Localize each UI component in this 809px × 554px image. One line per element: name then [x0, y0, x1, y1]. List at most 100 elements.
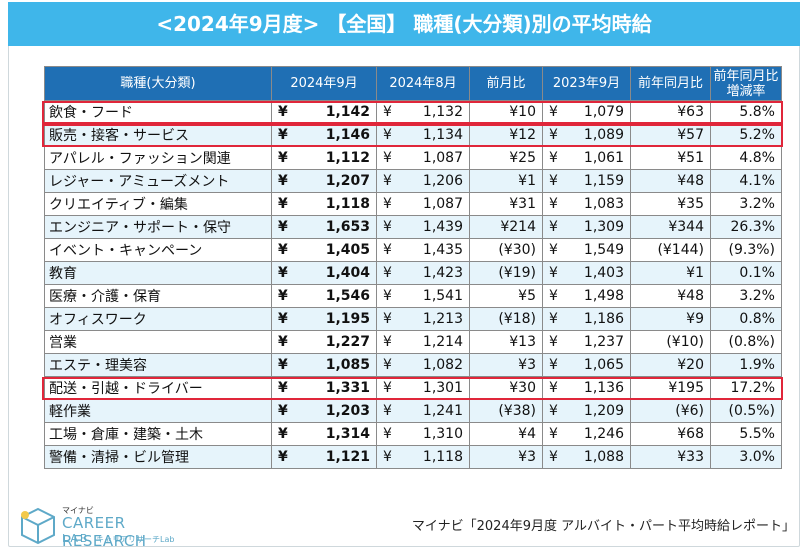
mom-cell: ¥12 — [469, 123, 543, 147]
yoy-cell: ¥33 — [630, 445, 711, 469]
yen-symbol: ¥ — [278, 449, 288, 465]
yen-symbol: ¥ — [549, 265, 558, 281]
yoy-cell: ¥48 — [630, 169, 711, 193]
mom-cell: ¥4 — [469, 422, 543, 446]
sep2024-cell-value: 1,546 — [325, 288, 370, 304]
category-cell: 医療・介護・保育 — [44, 284, 272, 308]
sep2023-cell-value: 1,089 — [583, 127, 624, 143]
sep2023-cell: ¥1,079 — [542, 100, 631, 124]
sep2024-cell: ¥1,195 — [271, 307, 377, 331]
aug2024-cell-value: 1,301 — [422, 380, 463, 396]
yen-symbol: ¥ — [383, 173, 392, 189]
career-research-lab-logo: マイナビ CAREER RESEARCH LAB キャリアリサーチLab — [16, 505, 206, 550]
yoy-rate-cell: (9.3%) — [710, 238, 782, 262]
aug2024-cell-value: 1,439 — [422, 219, 463, 235]
sep2024-cell-value: 1,112 — [325, 150, 370, 166]
category-cell: 飲食・フード — [44, 100, 272, 124]
yen-symbol: ¥ — [278, 104, 288, 120]
yen-symbol: ¥ — [278, 127, 288, 143]
sep2024-cell-value: 1,314 — [325, 426, 370, 442]
yoy-cell: ¥63 — [630, 100, 711, 124]
mom-cell: ¥1 — [469, 169, 543, 193]
category-cell: エンジニア・サポート・保守 — [44, 215, 272, 239]
yen-symbol: ¥ — [383, 311, 392, 327]
table-row: 教育 ¥1,404 ¥1,423 (¥19) ¥1,403 ¥1 0.1% — [44, 261, 782, 285]
category-cell: 軽作業 — [44, 399, 272, 423]
sep2024-cell: ¥1,653 — [271, 215, 377, 239]
yen-symbol: ¥ — [549, 288, 558, 304]
yen-symbol: ¥ — [549, 150, 558, 166]
yen-symbol: ¥ — [278, 265, 288, 281]
mom-cell: ¥5 — [469, 284, 543, 308]
yoy-rate-cell: 0.8% — [710, 307, 782, 331]
sep2023-cell: ¥1,237 — [542, 330, 631, 354]
aug2024-cell-value: 1,541 — [422, 288, 463, 304]
table-row: エンジニア・サポート・保守 ¥1,653 ¥1,439 ¥214 ¥1,309 ¥344 2… — [44, 215, 782, 239]
yoy-cell: (¥144) — [630, 238, 711, 262]
yen-symbol: ¥ — [549, 219, 558, 235]
aug2024-cell-value: 1,082 — [422, 357, 463, 373]
aug2024-cell-value: 1,423 — [422, 265, 463, 281]
aug2024-cell: ¥1,134 — [376, 123, 470, 147]
aug2024-cell-value: 1,118 — [422, 449, 463, 465]
aug2024-cell: ¥1,435 — [376, 238, 470, 262]
sep2023-cell-value: 1,498 — [583, 288, 624, 304]
yen-symbol: ¥ — [278, 219, 288, 235]
yoy-cell: ¥35 — [630, 192, 711, 216]
table-header-row: 職種(大分類) 2024年9月 2024年8月 前月比 2023年9月 前年同月… — [44, 66, 782, 101]
header-mom: 前月比 — [469, 66, 543, 101]
sep2023-cell-value: 1,186 — [583, 311, 624, 327]
yoy-rate-cell: 3.2% — [710, 192, 782, 216]
category-cell: 販売・接客・サービス — [44, 123, 272, 147]
mom-cell: ¥25 — [469, 146, 543, 170]
sep2023-cell: ¥1,498 — [542, 284, 631, 308]
sep2023-cell-value: 1,237 — [583, 334, 624, 350]
yen-symbol: ¥ — [549, 127, 558, 143]
yoy-rate-cell: 5.5% — [710, 422, 782, 446]
sep2024-cell-value: 1,203 — [325, 403, 370, 419]
sep2024-cell: ¥1,118 — [271, 192, 377, 216]
mom-cell: ¥10 — [469, 100, 543, 124]
yen-symbol: ¥ — [278, 357, 288, 373]
sep2023-cell: ¥1,088 — [542, 445, 631, 469]
sep2024-cell: ¥1,085 — [271, 353, 377, 377]
header-sep2023: 2023年9月 — [542, 66, 631, 101]
header-yoy-rate-line1: 前年同月比 — [713, 68, 779, 84]
sep2023-cell-value: 1,209 — [583, 403, 624, 419]
mom-cell: ¥13 — [469, 330, 543, 354]
sep2024-cell: ¥1,404 — [271, 261, 377, 285]
yen-symbol: ¥ — [383, 403, 392, 419]
logo-brand-main: CAREER RESEARCH — [62, 514, 147, 550]
aug2024-cell-value: 1,087 — [422, 150, 463, 166]
yen-symbol: ¥ — [278, 173, 288, 189]
sep2024-cell: ¥1,203 — [271, 399, 377, 423]
sep2024-cell-value: 1,085 — [325, 357, 370, 373]
sep2024-cell: ¥1,112 — [271, 146, 377, 170]
yoy-rate-cell: 5.2% — [710, 123, 782, 147]
sep2023-cell: ¥1,209 — [542, 399, 631, 423]
table-row: エステ・理美容 ¥1,085 ¥1,082 ¥3 ¥1,065 ¥20 1.9% — [44, 353, 782, 377]
aug2024-cell-value: 1,087 — [422, 196, 463, 212]
sep2023-cell: ¥1,089 — [542, 123, 631, 147]
sep2023-cell-value: 1,403 — [583, 265, 624, 281]
sep2024-cell: ¥1,207 — [271, 169, 377, 193]
yoy-cell: ¥195 — [630, 376, 711, 400]
table-row: 工場・倉庫・建築・土木 ¥1,314 ¥1,310 ¥4 ¥1,246 ¥68 5.5% — [44, 422, 782, 446]
category-cell: アパレル・ファッション関連 — [44, 146, 272, 170]
yoy-rate-cell: 1.9% — [710, 353, 782, 377]
aug2024-cell-value: 1,435 — [422, 242, 463, 258]
category-cell: 工場・倉庫・建築・土木 — [44, 422, 272, 446]
category-cell: クリエイティブ・編集 — [44, 192, 272, 216]
aug2024-cell-value: 1,134 — [422, 127, 463, 143]
yen-symbol: ¥ — [383, 150, 392, 166]
sep2023-cell: ¥1,309 — [542, 215, 631, 239]
sep2023-cell-value: 1,088 — [583, 449, 624, 465]
sep2023-cell-value: 1,083 — [583, 196, 624, 212]
sep2024-cell-value: 1,404 — [325, 265, 370, 281]
yen-symbol: ¥ — [549, 104, 558, 120]
category-cell: レジャー・アミューズメント — [44, 169, 272, 193]
category-cell: オフィスワーク — [44, 307, 272, 331]
cube-logo-icon — [21, 507, 55, 545]
mom-cell: ¥3 — [469, 353, 543, 377]
sep2023-cell-value: 1,079 — [583, 104, 624, 120]
